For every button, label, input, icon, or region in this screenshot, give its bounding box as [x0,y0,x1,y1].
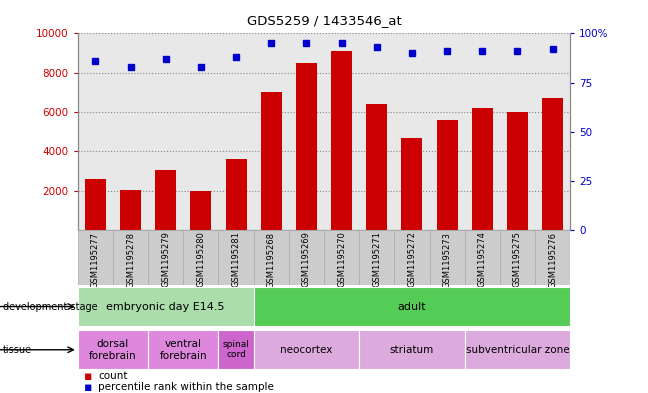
Text: dorsal
forebrain: dorsal forebrain [89,339,137,360]
Text: ▪: ▪ [84,380,93,393]
Text: striatum: striatum [390,345,434,355]
Text: embryonic day E14.5: embryonic day E14.5 [106,301,225,312]
Text: GSM1195269: GSM1195269 [302,231,311,287]
Text: GSM1195277: GSM1195277 [91,231,100,288]
Bar [85,179,106,230]
Text: GSM1195271: GSM1195271 [372,231,381,287]
Text: spinal
cord: spinal cord [223,340,249,360]
Bar [218,330,253,369]
Bar [183,230,218,285]
Bar [324,230,359,285]
Text: adult: adult [398,301,426,312]
Bar [437,120,457,230]
Bar [331,51,352,230]
Bar [78,330,148,369]
Bar [465,230,500,285]
Bar [226,159,247,230]
Bar [465,330,570,369]
Bar [401,138,422,230]
Text: count: count [98,371,128,381]
Bar [260,92,282,230]
Bar [366,104,388,230]
Text: ventral
forebrain: ventral forebrain [159,339,207,360]
Bar [507,112,528,230]
Bar [535,230,570,285]
Text: ▪: ▪ [84,369,93,383]
Text: GSM1195273: GSM1195273 [443,231,452,288]
Text: GSM1195274: GSM1195274 [478,231,487,287]
Bar [78,287,253,326]
Text: subventricular zone: subventricular zone [466,345,570,355]
Text: percentile rank within the sample: percentile rank within the sample [98,382,274,392]
Text: GSM1195268: GSM1195268 [267,231,276,288]
Text: GSM1195279: GSM1195279 [161,231,170,287]
Text: GSM1195281: GSM1195281 [231,231,240,287]
Text: GDS5259 / 1433546_at: GDS5259 / 1433546_at [247,14,401,27]
Bar [359,330,465,369]
Text: GSM1195270: GSM1195270 [337,231,346,287]
Bar [218,230,253,285]
Bar [472,108,493,230]
Bar [148,230,183,285]
Text: neocortex: neocortex [280,345,332,355]
Text: GSM1195276: GSM1195276 [548,231,557,288]
Bar [148,330,218,369]
Bar [155,170,176,230]
Bar [253,330,359,369]
Text: GSM1195272: GSM1195272 [408,231,417,287]
Bar [500,230,535,285]
Text: GSM1195278: GSM1195278 [126,231,135,288]
Bar [120,189,141,230]
Bar [78,230,113,285]
Bar [430,230,465,285]
Text: GSM1195275: GSM1195275 [513,231,522,287]
Bar [395,230,430,285]
Bar [191,191,211,230]
Bar [289,230,324,285]
Bar [296,63,317,230]
Text: GSM1195280: GSM1195280 [196,231,205,287]
Text: tissue: tissue [3,345,32,355]
Text: development stage: development stage [3,301,98,312]
Bar [359,230,395,285]
Bar [113,230,148,285]
Bar [542,98,563,230]
Bar [253,287,570,326]
Bar [253,230,289,285]
